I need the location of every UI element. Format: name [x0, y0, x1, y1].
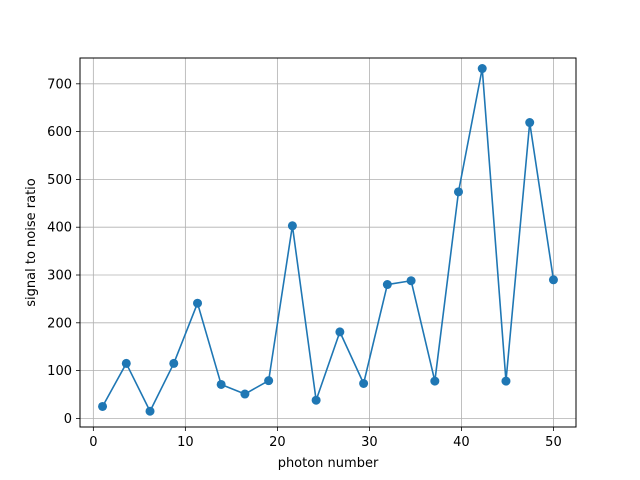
x-tick-label: 50 [545, 435, 562, 450]
y-tick-label: 100 [47, 364, 72, 379]
data-point [264, 376, 274, 386]
x-tick-label: 20 [269, 435, 286, 450]
data-point [430, 376, 440, 386]
data-point [406, 276, 416, 286]
y-tick-label: 400 [47, 221, 72, 236]
y-tick-label: 0 [64, 412, 72, 427]
data-point [453, 187, 463, 197]
y-tick-label: 600 [47, 125, 72, 140]
x-tick-label: 0 [89, 435, 97, 450]
data-point [501, 376, 511, 386]
x-tick-label: 40 [453, 435, 470, 450]
data-point [145, 406, 155, 416]
y-tick-label: 500 [47, 173, 72, 188]
data-point [525, 118, 535, 128]
grid-lines [80, 58, 576, 427]
x-tick-label: 10 [177, 435, 194, 450]
data-point [169, 358, 179, 368]
y-tick-label: 700 [47, 77, 72, 92]
plot-area-frame [79, 57, 577, 428]
data-point [382, 280, 392, 290]
data-point [216, 379, 226, 389]
data-point [121, 358, 131, 368]
data-point [359, 379, 369, 389]
series-line [101, 67, 555, 413]
data-point [240, 389, 250, 399]
x-tick-label: 30 [361, 435, 378, 450]
data-point [335, 327, 345, 337]
y-axis-label: signal to noise ratio [24, 178, 39, 306]
y-tick-label: 200 [47, 316, 72, 331]
data-point [98, 401, 108, 411]
data-series [98, 64, 558, 416]
x-axis-label: photon number [278, 456, 379, 471]
data-point [477, 64, 487, 74]
data-point [193, 298, 203, 308]
data-point [287, 221, 297, 231]
y-tick-label: 300 [47, 269, 72, 284]
data-point [548, 275, 558, 285]
data-point [311, 395, 321, 405]
